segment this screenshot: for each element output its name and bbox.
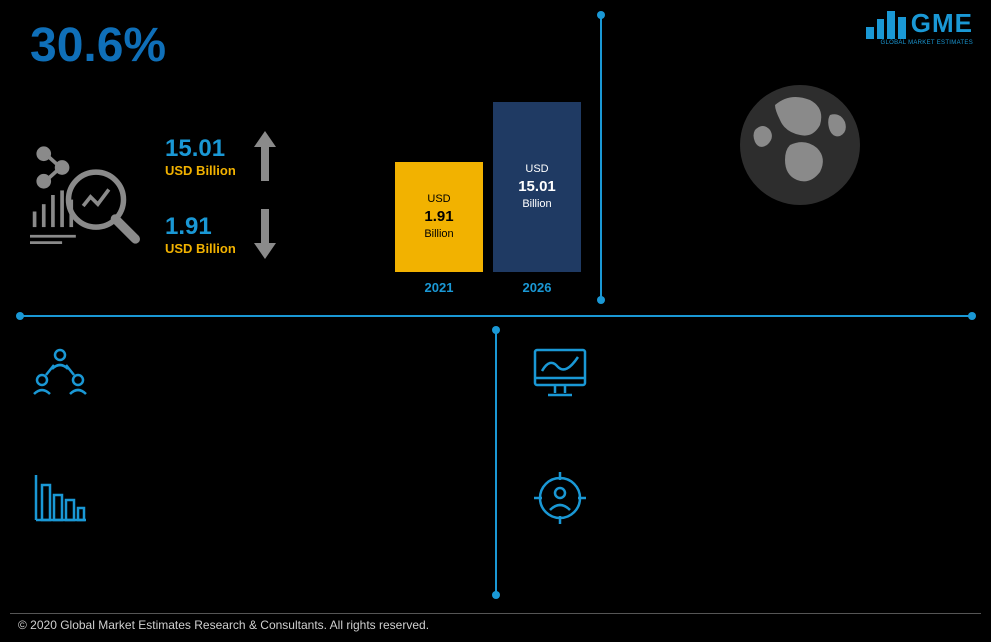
metric-low-row: 1.91 USD Billion bbox=[165, 209, 276, 259]
globe-icon bbox=[735, 80, 865, 210]
bar-2021-suffix: Billion bbox=[424, 228, 453, 240]
logo-subtitle: GLOBAL MARKET ESTIMATES bbox=[881, 40, 973, 46]
logo-bars-icon bbox=[866, 9, 906, 39]
bar-2026-suffix: Billion bbox=[522, 198, 551, 210]
divider-horizontal bbox=[20, 315, 972, 317]
metric-high-unit: USD Billion bbox=[165, 163, 236, 178]
logo-text: GME bbox=[911, 8, 973, 39]
quadrant-bottom-left bbox=[30, 470, 470, 525]
monitor-chart-icon bbox=[530, 345, 590, 400]
quadrant-top-left bbox=[30, 345, 470, 400]
footer-divider bbox=[10, 613, 981, 614]
arrow-down-icon bbox=[254, 209, 276, 259]
bar-2021-value: 1.91 bbox=[424, 207, 453, 227]
metric-high-row: 15.01 USD Billion bbox=[165, 131, 276, 181]
bar-2021: USD 1.91 Billion 2021 bbox=[395, 162, 483, 295]
bar-2021-year: 2021 bbox=[425, 280, 454, 295]
bar-2026-prefix: USD bbox=[525, 163, 548, 175]
quadrant-bottom-right bbox=[530, 470, 970, 525]
people-network-icon bbox=[30, 345, 90, 400]
logo: GME GLOBAL MARKET ESTIMATES bbox=[866, 8, 973, 39]
analytics-magnifier-icon bbox=[30, 140, 140, 250]
revenue-bar-chart: USD 1.91 Billion 2021 USD 15.01 Billion … bbox=[395, 95, 595, 295]
metrics-values: 15.01 USD Billion 1.91 USD Billion bbox=[165, 131, 276, 259]
metric-low-value: 1.91 bbox=[165, 213, 236, 241]
metric-high-value: 15.01 bbox=[165, 135, 236, 163]
footer-copyright: © 2020 Global Market Estimates Research … bbox=[18, 618, 429, 632]
metric-low-unit: USD Billion bbox=[165, 241, 236, 256]
bar-2026-year: 2026 bbox=[523, 280, 552, 295]
bar-2026: USD 15.01 Billion 2026 bbox=[493, 102, 581, 295]
divider-vertical-bottom bbox=[495, 330, 497, 595]
bar-2021-prefix: USD bbox=[427, 193, 450, 205]
headline-percentage: 30.6% bbox=[30, 18, 166, 73]
quadrant-top-right bbox=[530, 345, 970, 400]
bars-chart-icon bbox=[30, 470, 90, 525]
target-person-icon bbox=[530, 470, 590, 525]
divider-vertical-top bbox=[600, 15, 602, 300]
globe-section bbox=[640, 80, 960, 220]
bar-2026-value: 15.01 bbox=[518, 177, 556, 197]
arrow-up-icon bbox=[254, 131, 276, 181]
